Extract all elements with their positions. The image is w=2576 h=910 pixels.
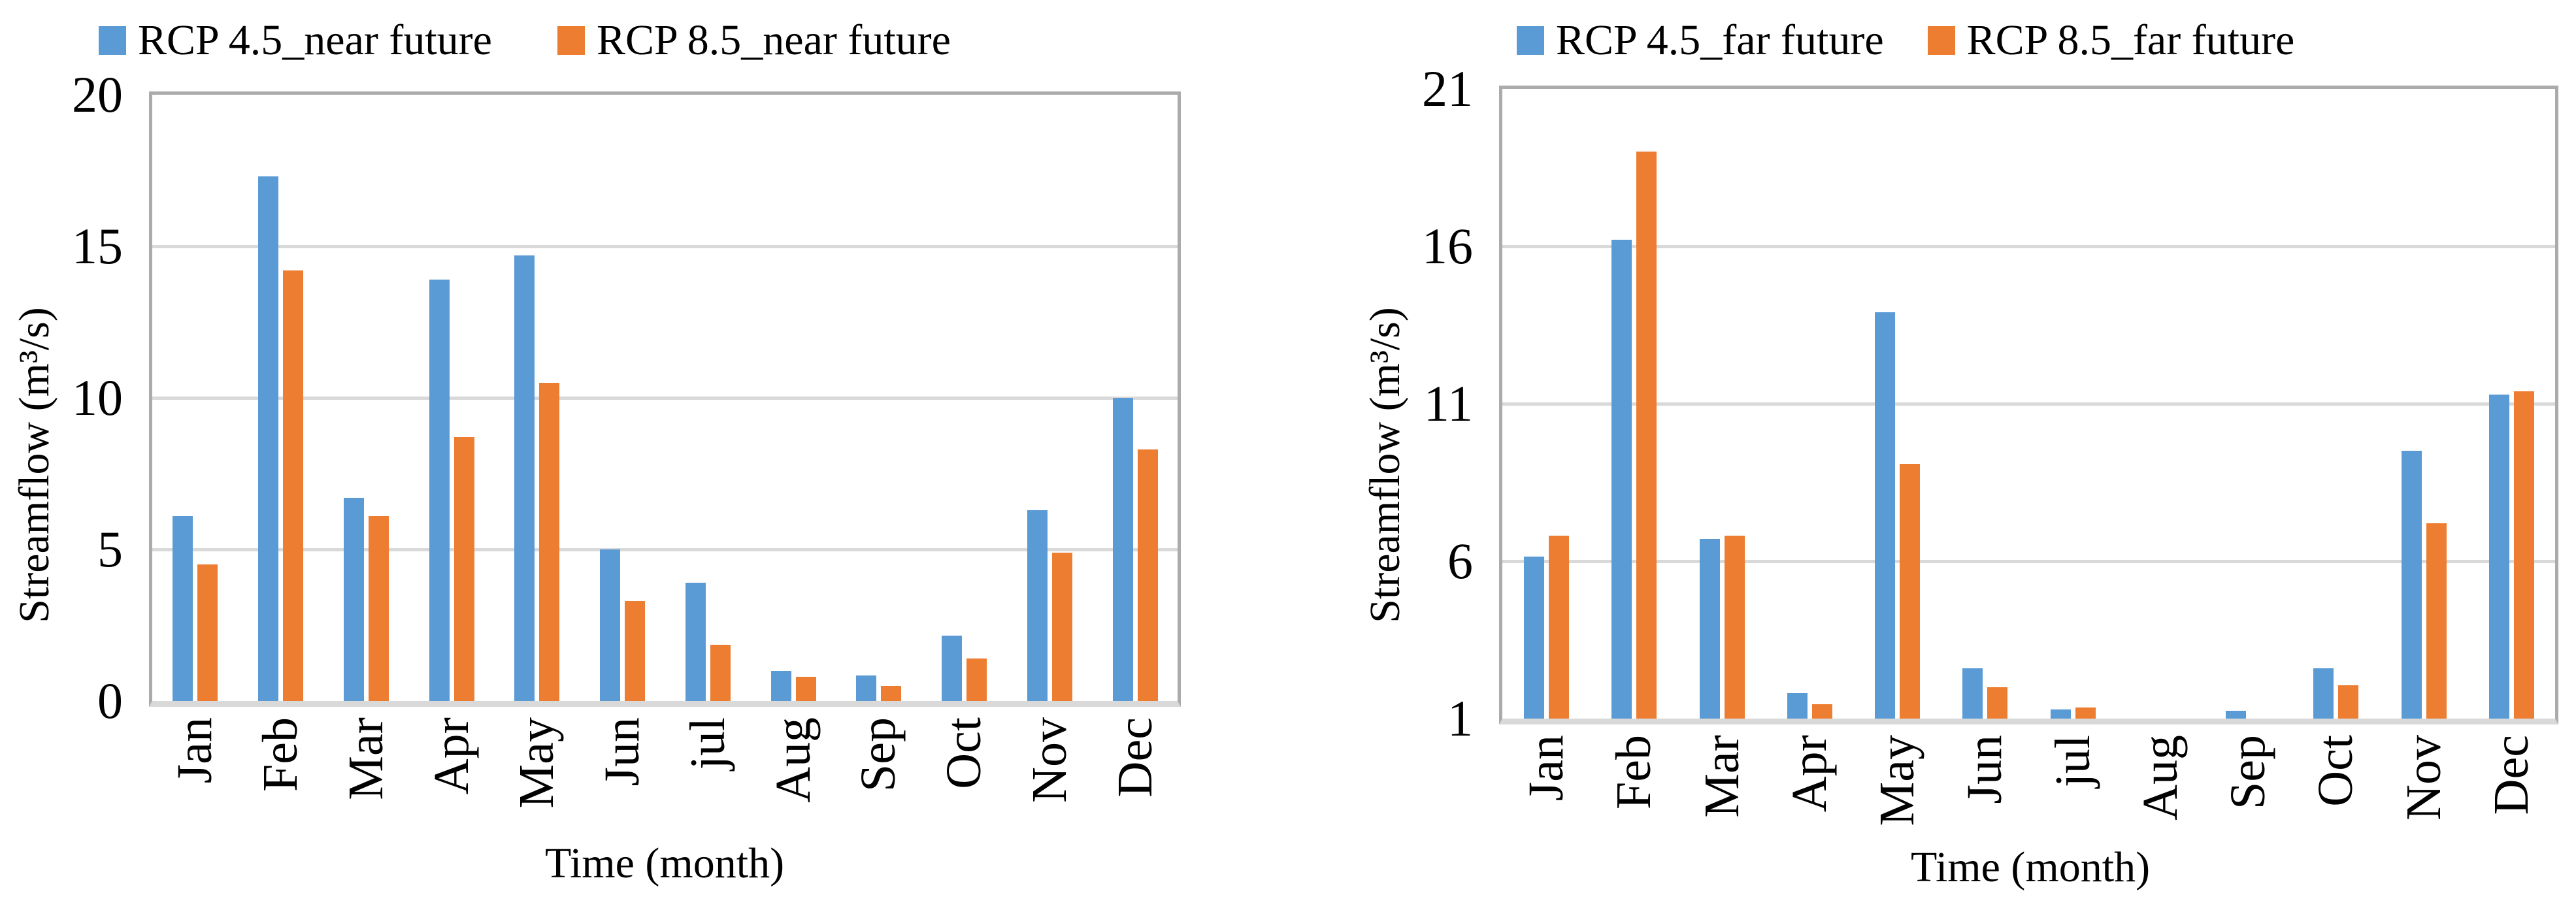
bar-rcp45-dec (1112, 398, 1133, 701)
legend-item: RCP 8.5_near future (557, 17, 951, 64)
y-tick-label: 21 (1422, 60, 1473, 117)
bar-rcp85-jul (710, 645, 731, 701)
legend-swatch-icon (1517, 26, 1544, 55)
y-tick-label: 15 (72, 218, 123, 274)
bar-rcp45-dec (2488, 394, 2509, 719)
legend-label: RCP 4.5_near future (138, 16, 492, 64)
bar-rcp45-feb (258, 176, 279, 701)
legend-item: RCP 4.5_far future (1517, 17, 1884, 64)
bar-rcp45-jan (1524, 556, 1545, 719)
bar-rcp45-oct (2313, 668, 2334, 719)
bar-rcp45-jun (1962, 668, 1983, 719)
y-tick-label: 1 (1447, 690, 1473, 747)
gridline (152, 245, 1178, 248)
legend-label: RCP 4.5_far future (1556, 16, 1884, 64)
gridline (152, 397, 1178, 400)
bar-rcp45-aug (770, 670, 791, 701)
gridline (152, 548, 1178, 551)
bar-rcp85-dec (2513, 391, 2534, 719)
bar-rcp85-sep (881, 685, 902, 701)
bar-rcp85-feb (283, 270, 304, 701)
x-axis-title: Time (month) (1910, 843, 2151, 891)
y-tick-label: 20 (72, 66, 123, 123)
legend: RCP 4.5_far future RCP 8.5_far future (1517, 17, 2294, 64)
bar-rcp85-nov (1051, 552, 1072, 701)
bar-rcp45-mar (343, 498, 364, 701)
y-tick-label: 6 (1447, 532, 1473, 589)
bar-rcp45-jul (2050, 709, 2071, 719)
bar-rcp85-jan (1549, 536, 1570, 719)
bar-rcp85-apr (1811, 704, 1832, 719)
y-tick-label: 0 (97, 672, 123, 729)
x-axis-title: Time (month) (544, 839, 785, 887)
bar-rcp45-feb (1611, 240, 1632, 719)
bar-rcp45-may (514, 255, 535, 701)
y-tick-label: 10 (72, 369, 123, 426)
month-label-mar: Mar (1694, 735, 1749, 818)
bar-rcp85-feb (1636, 152, 1657, 719)
bar-rcp85-jun (1987, 687, 2008, 719)
bar-rcp45-may (1875, 312, 1896, 719)
legend: RCP 4.5_near future RCP 8.5_near future (99, 17, 951, 64)
month-label-feb: Feb (1606, 735, 1662, 809)
y-tick-label: 16 (1422, 218, 1473, 274)
gridline (1502, 402, 2555, 406)
legend-item: RCP 8.5_far future (1927, 16, 2295, 64)
bar-rcp45-apr (429, 280, 450, 701)
bar-rcp85-jan (197, 564, 218, 701)
bar-rcp45-jul (685, 583, 706, 701)
bar-rcp85-may (1900, 463, 1921, 719)
plot-area (1499, 86, 2558, 724)
legend-swatch-icon (99, 26, 126, 55)
bar-rcp45-jun (600, 549, 621, 701)
month-label-nov: Nov (2396, 735, 2451, 821)
bar-rcp85-mar (368, 515, 389, 701)
bar-rcp45-apr (1787, 693, 1808, 719)
legend-swatch-icon (557, 26, 585, 55)
legend-label: RCP 8.5_near future (596, 16, 951, 64)
bar-rcp85-may (539, 382, 560, 701)
bar-rcp85-oct (2338, 685, 2359, 719)
month-label-jan: Jan (1519, 735, 1574, 802)
legend-item: RCP 4.5_near future (99, 17, 492, 64)
bar-rcp45-mar (1699, 539, 1720, 719)
bar-rcp45-sep (2226, 710, 2247, 719)
bar-rcp85-jul (2075, 707, 2096, 719)
bar-rcp85-dec (1137, 449, 1158, 701)
bar-rcp45-nov (1027, 510, 1048, 701)
bar-rcp85-apr (454, 437, 474, 701)
bar-rcp45-oct (942, 636, 963, 701)
gridline (1502, 560, 2555, 563)
y-tick-label: 11 (1423, 375, 1473, 432)
bar-rcp85-nov (2426, 523, 2447, 719)
bar-rcp85-aug (795, 676, 816, 701)
bar-rcp45-sep (856, 675, 877, 701)
y-tick-label: 5 (97, 521, 123, 577)
month-label-oct: Oct (2308, 735, 2364, 807)
bar-rcp85-oct (966, 658, 987, 701)
legend-label: RCP 8.5_far future (1966, 16, 2295, 64)
bar-rcp45-nov (2401, 451, 2422, 719)
legend-swatch-icon (1927, 26, 1955, 55)
bar-rcp85-jun (625, 600, 646, 701)
gridline (1502, 245, 2555, 248)
bar-rcp85-mar (1724, 536, 1745, 719)
bar-rcp45-jan (173, 515, 193, 701)
month-label-dec: Dec (2483, 735, 2539, 815)
plot-area (149, 91, 1181, 707)
